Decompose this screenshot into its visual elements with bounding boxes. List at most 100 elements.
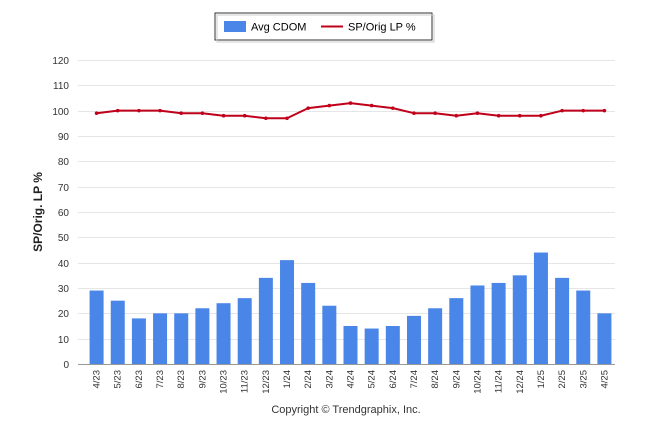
x-tick-label: 9/24 (451, 370, 462, 389)
bar-12-24 (512, 275, 527, 364)
y-tick-label: 20 (58, 309, 70, 320)
line-point-3-24 (327, 103, 332, 108)
y-tick-label: 90 (58, 132, 70, 143)
x-tick-label: 7/23 (155, 370, 166, 389)
x-tick-label: 11/24 (494, 370, 505, 393)
bar-7-23 (153, 313, 168, 364)
y-tick-label: 10 (58, 335, 70, 346)
x-tick-label: 1/24 (282, 370, 293, 389)
bar-8-24 (428, 308, 443, 364)
bar-1-24 (280, 260, 295, 364)
line-point-12-24 (517, 113, 522, 118)
x-tick-label: 4/24 (346, 370, 357, 389)
bar-1-25 (533, 252, 548, 364)
line-series (94, 101, 607, 121)
bar-11-24 (491, 282, 506, 364)
line-point-8-23 (179, 111, 184, 115)
y-tick-label: 30 (58, 284, 70, 295)
x-tick-label: 9/23 (197, 370, 208, 389)
x-tick-label: 4/25 (599, 370, 610, 389)
x-tick-label: 8/23 (176, 370, 187, 389)
line-point-4-25 (602, 108, 607, 113)
x-tick-label: 12/23 (261, 370, 272, 394)
x-tick-label: 5/23 (113, 370, 124, 389)
line-point-6-23 (137, 108, 141, 113)
line-point-5-23 (115, 108, 120, 113)
bar-2-25 (555, 277, 570, 364)
line-point-2-24 (306, 106, 310, 110)
line-point-7-24 (412, 111, 416, 115)
bar-5-24 (364, 328, 379, 364)
bar-2-24 (301, 282, 316, 364)
bar-4-24 (343, 326, 358, 364)
y-tick-label: 0 (63, 360, 69, 371)
x-tick-label: 7/24 (409, 370, 420, 389)
bar-4-25 (597, 313, 612, 364)
x-tick-label: 12/24 (515, 370, 526, 394)
x-tick-label: 6/23 (134, 370, 145, 389)
line-point-11-24 (496, 113, 501, 118)
x-tick-label: 10/23 (219, 370, 230, 394)
bar-3-24 (322, 305, 337, 364)
x-tick-label: 11/23 (240, 370, 251, 393)
line-point-10-23 (221, 113, 226, 118)
line-point-9-24 (454, 113, 459, 118)
line-point-4-24 (348, 101, 353, 105)
y-tick-label: 120 (52, 56, 69, 67)
legend-label-avg-cdom: Avg CDOM (251, 22, 306, 34)
line-point-3-25 (581, 108, 586, 113)
y-tick-label: 100 (52, 107, 69, 118)
line-point-4-23 (94, 111, 99, 115)
legend-swatch-avg-cdom (224, 21, 246, 32)
x-tick-label: 8/24 (430, 370, 441, 389)
line-point-11-23 (242, 113, 247, 118)
y-tick-label: 40 (58, 259, 70, 270)
line-point-5-24 (369, 103, 374, 108)
y-tick-label: 60 (58, 208, 70, 219)
bar-series (89, 252, 612, 364)
x-tick-label: 3/24 (324, 370, 335, 389)
bar-6-23 (131, 318, 146, 364)
sp-orig-lp-line (96, 102, 605, 120)
bar-11-23 (237, 298, 252, 364)
y-tick-label: 50 (58, 233, 70, 244)
x-tick-label: 1/25 (536, 370, 547, 389)
line-point-9-23 (200, 111, 205, 115)
line-point-8-24 (433, 111, 437, 115)
legend-label-sp-orig-lp: SP/Orig LP % (348, 22, 416, 34)
bar-10-23 (216, 303, 231, 364)
line-point-1-25 (539, 113, 543, 118)
bar-10-24 (470, 285, 485, 364)
y-axis-label: SP/Orig. LP % (31, 172, 45, 252)
x-tick-label: 6/24 (388, 370, 399, 389)
x-tick-label: 5/24 (367, 370, 378, 389)
x-axis-ticks: 4/23 5/23 6/23 7/23 8/23 9/23 10/23 11/23 12/23 1… (92, 370, 611, 394)
line-point-1-24 (285, 116, 289, 121)
line-point-6-24 (391, 106, 395, 110)
bar-6-24 (385, 326, 400, 364)
bar-3-25 (576, 290, 591, 364)
y-tick-label: 110 (53, 81, 69, 92)
x-tick-label: 2/24 (303, 370, 314, 389)
gridlines (78, 60, 615, 365)
bar-5-23 (110, 300, 125, 364)
bar-9-24 (449, 298, 464, 364)
copyright-footer: Copyright © Trendgraphix, Inc. (271, 404, 420, 416)
bar-8-23 (174, 313, 189, 364)
x-tick-label: 10/24 (472, 370, 483, 394)
bar-9-23 (195, 308, 210, 364)
y-axis-ticks: 0 10 20 30 40 50 60 70 80 90 100 110 120 (52, 56, 69, 371)
line-point-12-23 (264, 116, 268, 121)
x-tick-label: 4/23 (92, 370, 103, 389)
y-tick-label: 70 (58, 183, 70, 194)
legend: Avg CDOM SP/Orig LP % (214, 12, 435, 43)
bar-4-23 (89, 290, 104, 364)
bar-12-23 (258, 277, 273, 364)
legend-shadow (216, 14, 435, 43)
line-point-7-23 (158, 108, 162, 113)
line-point-10-24 (475, 111, 480, 115)
x-tick-label: 2/25 (557, 370, 568, 389)
y-tick-label: 80 (58, 157, 70, 168)
